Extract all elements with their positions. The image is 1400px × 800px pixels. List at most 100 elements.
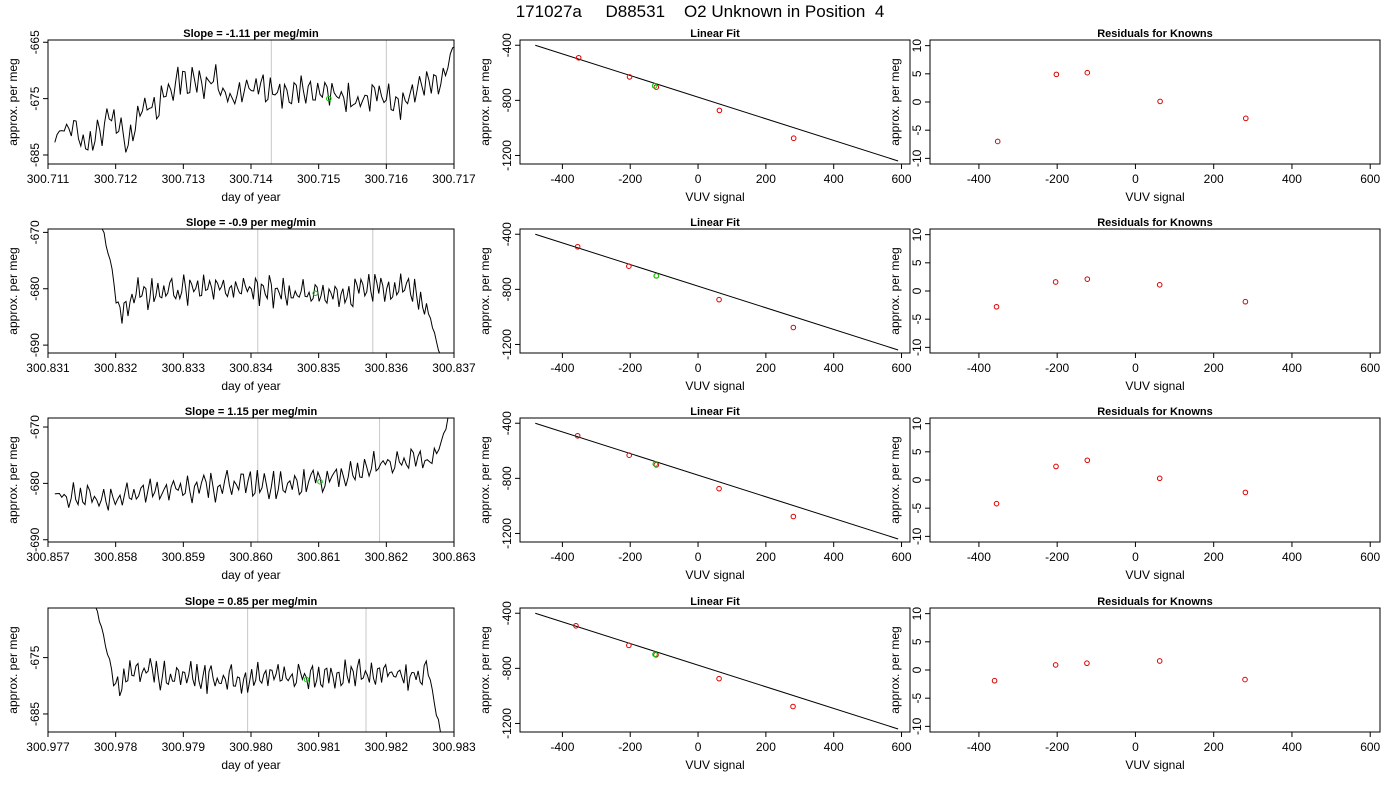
panel-1-2-frame (519, 39, 911, 165)
panel-4-2-frame (519, 607, 911, 733)
panel-4-3-y-axis-label: approx. per meg (888, 626, 902, 713)
panel-2-3-x-tick-label-3: 0 (1132, 361, 1139, 375)
panel-4-1-trace (95, 608, 441, 732)
panel-1-1-x-tick-label-2: 300.712 (94, 172, 138, 186)
panel-3-1-x-tick-label-7: 300.863 (432, 550, 476, 564)
panel-4-2-known-point-1 (573, 622, 579, 629)
panel-1-2-x-tick-label-4: 200 (756, 172, 776, 186)
panel-3-2-frame (519, 417, 911, 543)
panel-4-2-title: Linear Fit (690, 596, 740, 608)
panel-3-3-y-tick-label-3: 0 (910, 476, 924, 483)
panel-1-2-y-tick-label-1: -400 (500, 33, 514, 57)
panel-2-1-x-tick-label-7: 300.837 (432, 361, 476, 375)
panel-3-2-x-tick-label-6: 600 (892, 550, 912, 564)
panel-4-2-x-tick-label-3: 0 (695, 740, 702, 754)
panel-3-2-known-point-4 (716, 485, 722, 492)
panel-2-2-x-axis-label: VUV signal (685, 379, 744, 393)
panel-3-1-x-tick-label-6: 300.862 (365, 550, 409, 564)
panel-3-3-y-axis-label: approx. per meg (888, 436, 902, 523)
panel-4-3-y-tick-label-4: -5 (910, 693, 924, 704)
panel-1-2-y-tick-label-3: -1200 (500, 140, 514, 171)
panel-3-2-known-point-3 (653, 462, 660, 468)
panel-4-3-y-tick-label-5: -10 (910, 717, 924, 735)
panel-4-2-y-axis-label: approx. per meg (478, 626, 492, 713)
panel-1-1-x-tick-label-5: 300.715 (297, 172, 341, 186)
panel-2-2-y-tick-label-2: -800 (500, 277, 514, 301)
panel-4-1-y-tick-label-2: -685 (28, 702, 42, 726)
panel-1-2-title: Linear Fit (690, 28, 740, 40)
panel-2-1-x-tick-label-6: 300.836 (365, 361, 409, 375)
panel-2-3-x-tick-label-6: 600 (1360, 361, 1380, 375)
panel-1-1-x-tick-label-7: 300.717 (432, 172, 476, 186)
panel-2-3-y-tick-label-1: 10 (910, 228, 924, 242)
panel-4-2-x-tick-label-1: -400 (550, 740, 574, 754)
panel-2-2-known-point-1 (574, 243, 581, 250)
panel-2-3-y-tick-label-2: 5 (910, 259, 924, 266)
panel-3-1-y-tick-label-2: -680 (28, 471, 42, 495)
panel-4-3-residual-point-3 (1084, 660, 1090, 667)
panel-4-3-y-tick-label-1: 10 (910, 607, 924, 621)
panel-4-1-x-tick-label-7: 300.983 (432, 740, 476, 754)
panel-3-2-x-axis-label: VUV signal (685, 568, 744, 582)
panel-2-3-y-axis-label: approx. per meg (888, 247, 902, 334)
panel-3-1-unknown-point (317, 478, 323, 485)
panel-3-3-y-tick-label-2: 5 (910, 448, 924, 455)
panel-1-1-y-axis-label: approx. per meg (6, 58, 20, 145)
panel-1-1-x-tick-label-1: 300.711 (27, 172, 70, 186)
panel-3-1-trace (54, 418, 449, 511)
panel-2-3-x-axis-label: VUV signal (1125, 379, 1184, 393)
page-title: 171027a D88531 O2 Unknown in Position 4 (515, 2, 885, 21)
panel-4-1-x-tick-label-1: 300.977 (26, 740, 70, 754)
panel-1-1-trace (54, 46, 454, 153)
panel-3-3-y-tick-label-4: -5 (910, 503, 924, 514)
panel-2-1-y-tick-label-2: -680 (28, 276, 42, 300)
panel-2-3-residual-point-3 (1084, 276, 1091, 282)
panel-1-2-y-axis-label: approx. per meg (478, 58, 492, 145)
panel-2-2-x-tick-label-4: 200 (756, 361, 776, 375)
panel-2-3-residual-point-4 (1156, 282, 1163, 288)
panel-1-3-y-tick-label-2: 5 (910, 70, 924, 77)
panel-2-1-x-tick-label-2: 300.832 (94, 361, 138, 375)
panel-1-3-title: Residuals for Knowns (1097, 28, 1213, 40)
panel-4-1-x-axis-label: day of year (221, 758, 280, 772)
panel-1-3-residual-point-2 (1053, 71, 1060, 78)
panel-2-3-x-tick-label-4: 200 (1204, 361, 1224, 375)
panel-1-2-x-tick-label-1: -400 (550, 172, 574, 186)
panel-1-2-known-point-4 (716, 107, 723, 114)
panel-3-3-x-tick-label-1: -400 (967, 550, 991, 564)
panel-2-3-residual-point-1 (993, 303, 1000, 310)
panel-1-3-x-axis-label: VUV signal (1125, 190, 1184, 204)
panel-4-3-residual-point-2 (1052, 662, 1059, 668)
panel-3-1-x-tick-label-1: 300.857 (26, 550, 70, 564)
panel-3-1-x-axis-label: day of year (221, 568, 280, 582)
panel-3-1-y-tick-label-3: -690 (28, 527, 42, 551)
panel-4-1-title: Slope = 0.85 per meg/min (185, 596, 318, 608)
panel-4-2-y-tick-label-2: -800 (500, 656, 514, 680)
panel-1-1-title: Slope = -1.11 per meg/min (183, 28, 319, 40)
panel-3-3-residual-point-4 (1156, 475, 1163, 482)
panel-4-1-frame (47, 607, 455, 733)
panel-2-2-x-tick-label-3: 0 (695, 361, 702, 375)
panel-1-1-frame (47, 39, 455, 165)
panel-2-3-x-tick-label-2: -200 (1045, 361, 1069, 375)
panel-3-2-x-tick-label-2: -200 (618, 550, 642, 564)
panel-2-2-x-tick-label-6: 600 (892, 361, 912, 375)
panel-4-3-x-tick-label-1: -400 (967, 740, 991, 754)
panel-4-1-y-axis-label: approx. per meg (6, 626, 20, 713)
panel-4-3-residual-point-4 (1156, 658, 1163, 664)
panel-2-2-y-tick-label-3: -1200 (500, 329, 514, 360)
panel-3-1-y-tick-label-1: -670 (28, 415, 42, 439)
panel-3-3-title: Residuals for Knowns (1097, 406, 1213, 418)
panel-4-2-x-tick-label-5: 400 (824, 740, 844, 754)
panel-4-2-y-tick-label-1: -400 (500, 601, 514, 625)
panel-4-1-x-tick-label-3: 300.979 (162, 740, 206, 754)
panel-1-1-unknown-point (326, 95, 332, 102)
panel-1-2-x-tick-label-3: 0 (695, 172, 702, 186)
panel-4-3-frame (929, 607, 1381, 733)
panel-1-3-x-tick-label-3: 0 (1132, 172, 1139, 186)
panel-3-3-residual-point-2 (1053, 463, 1059, 470)
panel-4-1-x-tick-label-4: 300.980 (229, 740, 273, 754)
panel-2-2-fit-line (535, 233, 899, 351)
panel-4-1-y-tick-label-1: -675 (28, 645, 42, 669)
panel-2-1-unknown-point (312, 290, 319, 297)
